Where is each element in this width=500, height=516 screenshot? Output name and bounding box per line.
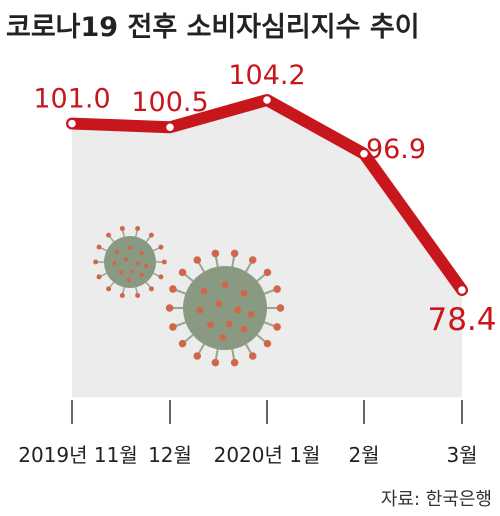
data-point bbox=[456, 284, 468, 296]
data-point bbox=[66, 118, 78, 129]
virus-icon bbox=[165, 249, 285, 367]
virus-icon bbox=[93, 226, 167, 298]
x-tick-label: 2019년 11월 bbox=[18, 443, 138, 467]
data-point bbox=[358, 148, 370, 160]
data-label: 100.5 bbox=[131, 87, 208, 118]
virus-illustration bbox=[93, 226, 285, 367]
chart-title: 코로나19 전후 소비자심리지수 추이 bbox=[6, 12, 420, 43]
x-tick-label: 2월 bbox=[348, 443, 379, 467]
data-point bbox=[261, 94, 273, 106]
x-tick-label: 3월 bbox=[446, 443, 477, 467]
x-axis: 2019년 11월 12월 2020년 1월 2월 3월 bbox=[18, 398, 478, 467]
plot-area-fill bbox=[72, 100, 462, 399]
data-label: 104.2 bbox=[228, 60, 305, 91]
data-point bbox=[164, 121, 176, 133]
x-tick-label: 2020년 1월 bbox=[214, 443, 321, 467]
data-label: 101.0 bbox=[33, 84, 110, 115]
data-labels: 101.0 100.5 104.2 96.9 78.4 bbox=[33, 60, 496, 338]
source-note: 자료: 한국은행 bbox=[381, 489, 492, 510]
data-label: 96.9 bbox=[366, 134, 426, 165]
x-tick-label: 12월 bbox=[148, 443, 192, 467]
data-points bbox=[66, 94, 468, 296]
data-label: 78.4 bbox=[427, 302, 496, 338]
